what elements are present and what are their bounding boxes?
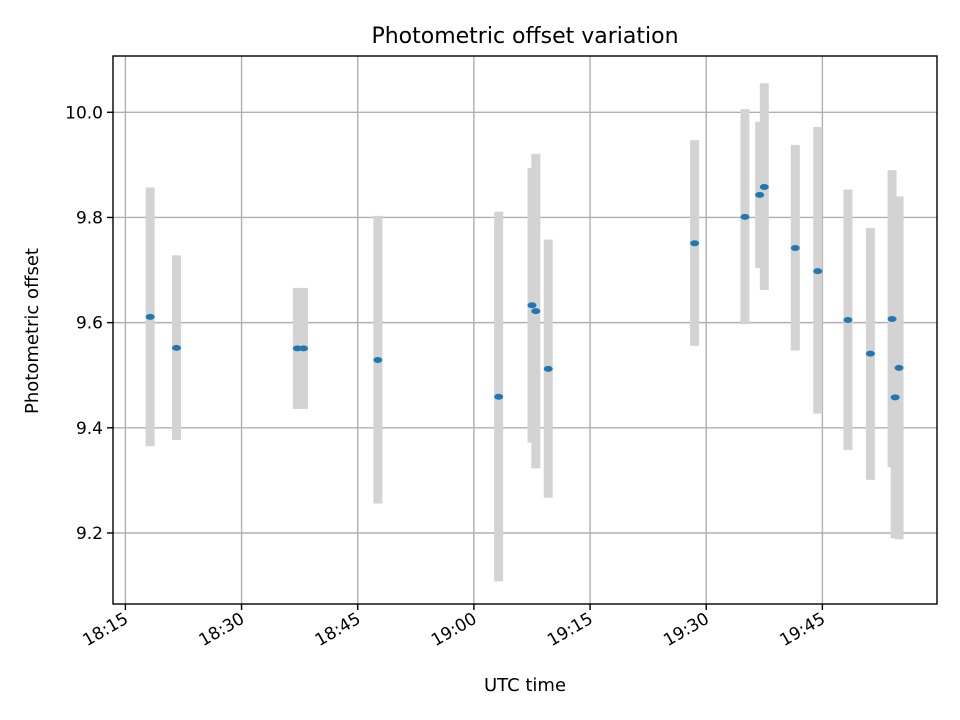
data-point: [740, 213, 750, 220]
y-axis-ticks: 9.2 9.4 9.6 9.8 10.0: [65, 103, 113, 544]
data-point: [865, 350, 875, 357]
data-point: [299, 345, 309, 352]
y-tick-label: 9.2: [76, 524, 103, 544]
data-point: [790, 244, 800, 251]
data-point: [887, 315, 897, 322]
y-tick-label: 9.6: [76, 314, 103, 334]
y-tick-label: 10.0: [65, 103, 103, 123]
y-axis-label: Photometric offset: [22, 248, 43, 414]
data-point: [494, 393, 504, 400]
data-point: [531, 308, 541, 315]
chart-title: Photometric offset variation: [371, 24, 678, 49]
data-point: [373, 356, 383, 363]
grid-lines: [113, 56, 937, 604]
data-point: [759, 183, 769, 190]
data-points: [145, 183, 904, 401]
data-point: [172, 344, 182, 351]
y-tick-label: 9.8: [76, 208, 103, 228]
data-point: [690, 240, 700, 247]
data-point: [813, 268, 823, 275]
data-point: [292, 345, 302, 352]
data-point: [527, 302, 537, 309]
data-point: [890, 394, 900, 401]
data-point: [894, 364, 904, 371]
data-point: [145, 313, 155, 320]
y-tick-label: 9.4: [76, 419, 103, 439]
plot-frame: [112, 55, 938, 605]
data-point: [543, 365, 553, 372]
x-axis-label: UTC time: [484, 675, 566, 696]
data-point: [843, 317, 853, 324]
data-point: [755, 191, 765, 198]
